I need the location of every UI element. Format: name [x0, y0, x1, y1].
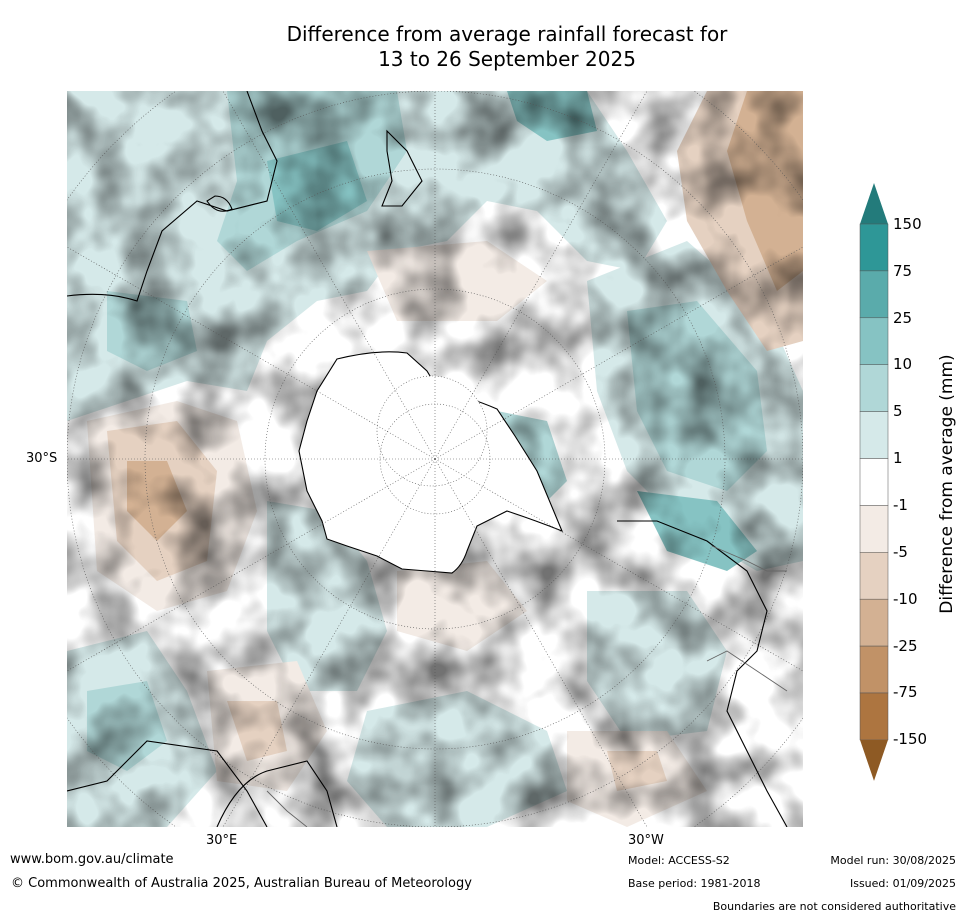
- colorbar-segment: [859, 270, 889, 319]
- issued-date: Issued: 01/09/2025: [849, 877, 956, 890]
- longitude-label-30w: 30°W: [628, 833, 664, 848]
- colorbar-segment: [859, 317, 889, 365]
- model-run-date: Model run: 30/08/2025: [830, 854, 956, 867]
- map-title: Difference from average rainfall forecas…: [0, 22, 965, 72]
- colorbar-segment: [859, 598, 889, 647]
- rainfall-anomaly-map: [67, 91, 803, 827]
- colorbar-label: 5: [893, 402, 903, 420]
- colorbar-segment: [859, 458, 889, 506]
- colorbar-segments: [859, 183, 889, 781]
- title-line-1: Difference from average rainfall forecas…: [286, 22, 728, 46]
- colorbar-title: Difference from average (mm): [937, 354, 957, 614]
- title-line-2: 13 to 26 September 2025: [378, 47, 636, 71]
- colorbar-label: -5: [893, 543, 908, 561]
- colorbar: [859, 183, 889, 781]
- country-borders: [266, 545, 788, 827]
- coastlines: [67, 91, 788, 827]
- colorbar-extend-min: [860, 739, 888, 781]
- colorbar-segment: [859, 411, 889, 459]
- colorbar-label: -1: [893, 496, 908, 514]
- colorbar-label: 25: [893, 309, 913, 327]
- graticule: [67, 91, 803, 827]
- colorbar-label: 1: [893, 449, 903, 467]
- colorbar-label: 150: [893, 215, 922, 233]
- africa-coastline: [67, 740, 268, 827]
- colorbar-label: 10: [893, 355, 913, 373]
- colorbar-segment: [859, 645, 889, 694]
- australia-coastline: [67, 91, 278, 302]
- colorbar-segment: [859, 692, 889, 741]
- base-period: Base period: 1981-2018: [628, 877, 761, 890]
- colorbar-segment: [859, 552, 889, 600]
- website-link[interactable]: www.bom.gov.au/climate: [10, 852, 174, 867]
- colorbar-label: -10: [893, 590, 918, 608]
- colorbar-label: -75: [893, 683, 918, 701]
- colorbar-label: -150: [893, 730, 928, 748]
- model-name: Model: ACCESS-S2: [628, 854, 730, 867]
- longitude-label-30e: 30°E: [206, 833, 238, 848]
- colorbar-segment: [859, 364, 889, 412]
- antarctica: [298, 351, 564, 574]
- colorbar-segment: [859, 223, 889, 272]
- colorbar-label: 75: [893, 262, 913, 280]
- tasmania-coastline: [206, 195, 233, 212]
- colorbar-segment: [859, 505, 889, 553]
- colorbar-extend-max: [860, 183, 888, 224]
- copyright-text: © Commonwealth of Australia 2025, Austra…: [11, 876, 472, 891]
- latitude-label-30s: 30°S: [26, 451, 58, 466]
- southern-africa-coastline: [216, 760, 338, 827]
- colorbar-label: -25: [893, 637, 918, 655]
- new-zealand-coastline: [381, 129, 423, 207]
- south-america-coastline: [617, 520, 788, 827]
- boundaries-disclaimer: Boundaries are not considered authoritat…: [712, 900, 956, 913]
